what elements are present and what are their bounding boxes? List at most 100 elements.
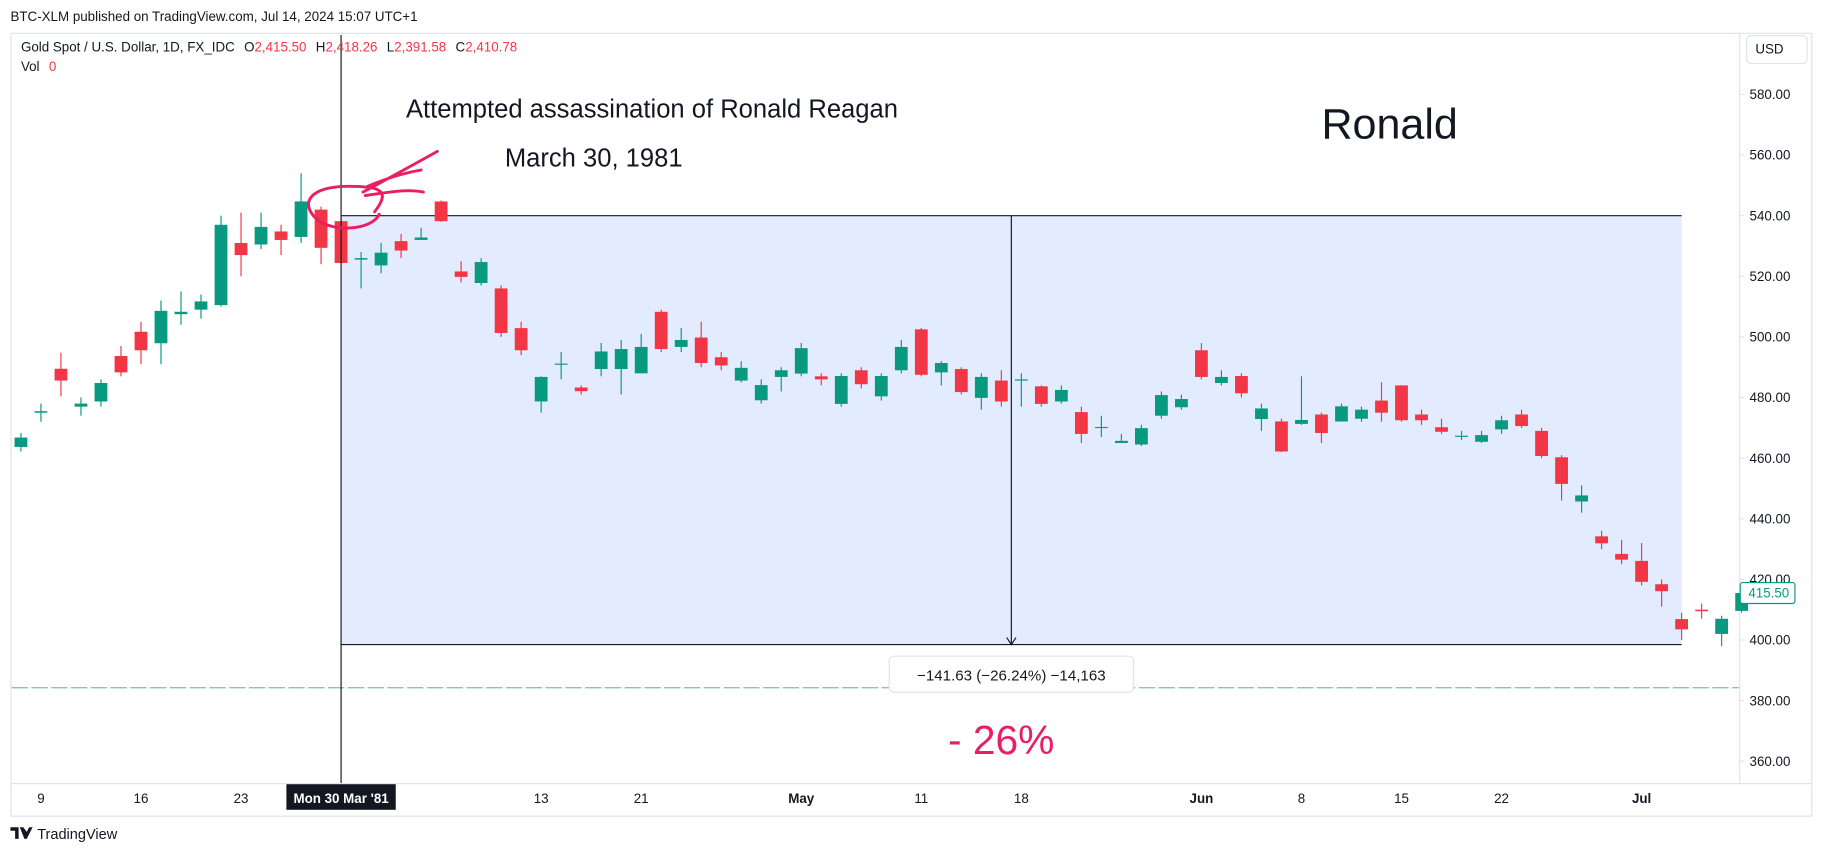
- y-tick-label: 520.00: [1750, 269, 1791, 284]
- candle-body: [1475, 435, 1488, 442]
- candle-body: [1415, 414, 1428, 421]
- candle-body: [1495, 420, 1508, 430]
- candle-body: [214, 224, 228, 306]
- candle-body: [894, 346, 908, 371]
- candle-body: [1275, 421, 1288, 452]
- candle-body: [474, 262, 488, 283]
- candle-body: [1175, 399, 1188, 408]
- candle-body: [1315, 414, 1328, 433]
- candle-body: [914, 329, 928, 375]
- ohlc-value: 2,410.78: [465, 39, 517, 54]
- currency[interactable]: USD: [1755, 42, 1784, 57]
- candle-body: [194, 301, 208, 310]
- candle-body: [454, 271, 468, 277]
- candle-body: [1094, 426, 1108, 429]
- candle-body: [374, 252, 388, 266]
- candle-body: [1295, 419, 1308, 424]
- candle-body: [174, 311, 188, 315]
- candle-body: [1715, 618, 1729, 634]
- x-tick-label: 9: [37, 791, 44, 806]
- x-tick-label: May: [788, 791, 815, 806]
- ohlc-value: 2,418.26: [325, 39, 377, 54]
- y-tick-label: 440.00: [1750, 511, 1791, 526]
- candle-body: [1355, 409, 1368, 419]
- crosshair-time-box: [286, 784, 396, 810]
- candle-body: [674, 339, 688, 347]
- candle-body: [934, 362, 948, 373]
- x-tick-label: Jul: [1632, 791, 1651, 806]
- y-tick-label: 480.00: [1750, 390, 1791, 405]
- candle-body: [854, 370, 868, 385]
- candle-body: [1395, 385, 1408, 421]
- annotation-event: Attempted assassination of Ronald Reagan: [406, 96, 898, 124]
- candle-body: [1034, 386, 1048, 404]
- candle-body: [94, 382, 108, 402]
- candle-body: [874, 376, 888, 397]
- candle-body: [354, 258, 368, 260]
- candle-body: [834, 376, 848, 404]
- candle-body: [234, 242, 248, 256]
- brand-name: TradingView: [37, 827, 117, 843]
- candle-body: [694, 337, 708, 363]
- candle-body: [1014, 379, 1028, 381]
- x-tick-label: 11: [914, 791, 928, 806]
- candle-body: [494, 288, 508, 333]
- brand-logo: [10, 827, 33, 839]
- overlay-layer: 360.00380.00400.00420.00440.00460.00480.…: [37, 35, 1796, 810]
- candle-body: [1575, 495, 1588, 502]
- candle-body: [1595, 536, 1608, 544]
- last-price-label: 415.50: [1748, 586, 1789, 601]
- publisher: BTC-XLM published on TradingView.com, Ju…: [10, 9, 417, 24]
- chart-frame: [10, 32, 1813, 817]
- candle-body: [1635, 560, 1648, 582]
- candle-body: [954, 369, 968, 393]
- candle-body: [534, 376, 548, 402]
- volume-key: Vol: [21, 59, 40, 74]
- candle-body: [654, 311, 668, 350]
- candle-body: [1195, 350, 1208, 377]
- candle-body: [154, 310, 168, 344]
- ohlc-key: H: [316, 39, 326, 54]
- candle-body: [754, 385, 768, 401]
- candle-body: [1675, 619, 1689, 630]
- measure-layer: [341, 215, 1682, 646]
- ohlc-key: L: [387, 39, 394, 54]
- ohlc-key: O: [244, 39, 254, 54]
- candle-body: [274, 231, 288, 240]
- measure-label-box: [888, 655, 1135, 693]
- currency-button[interactable]: [1746, 35, 1808, 65]
- candle-body: [134, 331, 148, 351]
- ohlc-header: Gold Spot / U.S. Dollar, 1D, FX_IDC O 2,41…: [21, 39, 517, 54]
- candle-body: [1535, 430, 1548, 457]
- candle-body: [1695, 609, 1709, 612]
- candle-body: [1215, 376, 1228, 383]
- annotation-date: March 30, 1981: [505, 145, 683, 173]
- candle-body: [1375, 400, 1388, 413]
- candle-body: [414, 237, 428, 240]
- volume-value: 0: [49, 59, 56, 74]
- candle-body: [434, 201, 448, 222]
- candle-body: [634, 346, 648, 374]
- ohlc-key: C: [456, 39, 466, 54]
- candle-body: [1555, 457, 1568, 484]
- candle-body: [814, 376, 828, 380]
- hand-drawn-arrow: [307, 149, 439, 230]
- candle-body: [794, 348, 808, 374]
- brand: TradingView: [10, 827, 118, 843]
- candle-body: [614, 349, 628, 370]
- candle-body: [1455, 435, 1468, 437]
- symbol: Gold Spot / U.S. Dollar, 1D, FX_IDC: [21, 39, 235, 54]
- candle-body: [1615, 553, 1628, 560]
- volume-header: Vol 0: [21, 59, 56, 74]
- measure-label: −141.63 (−26.24%) −14,163: [917, 668, 1106, 685]
- y-tick-label: 540.00: [1750, 208, 1791, 223]
- candle-body: [1114, 440, 1128, 443]
- candle-body: [54, 368, 68, 381]
- y-tick-label: 460.00: [1750, 451, 1791, 466]
- last-price-box: [1739, 581, 1796, 605]
- x-tick-label: 15: [1394, 791, 1409, 806]
- crosshair-time-label: Mon 30 Mar '81: [293, 791, 389, 806]
